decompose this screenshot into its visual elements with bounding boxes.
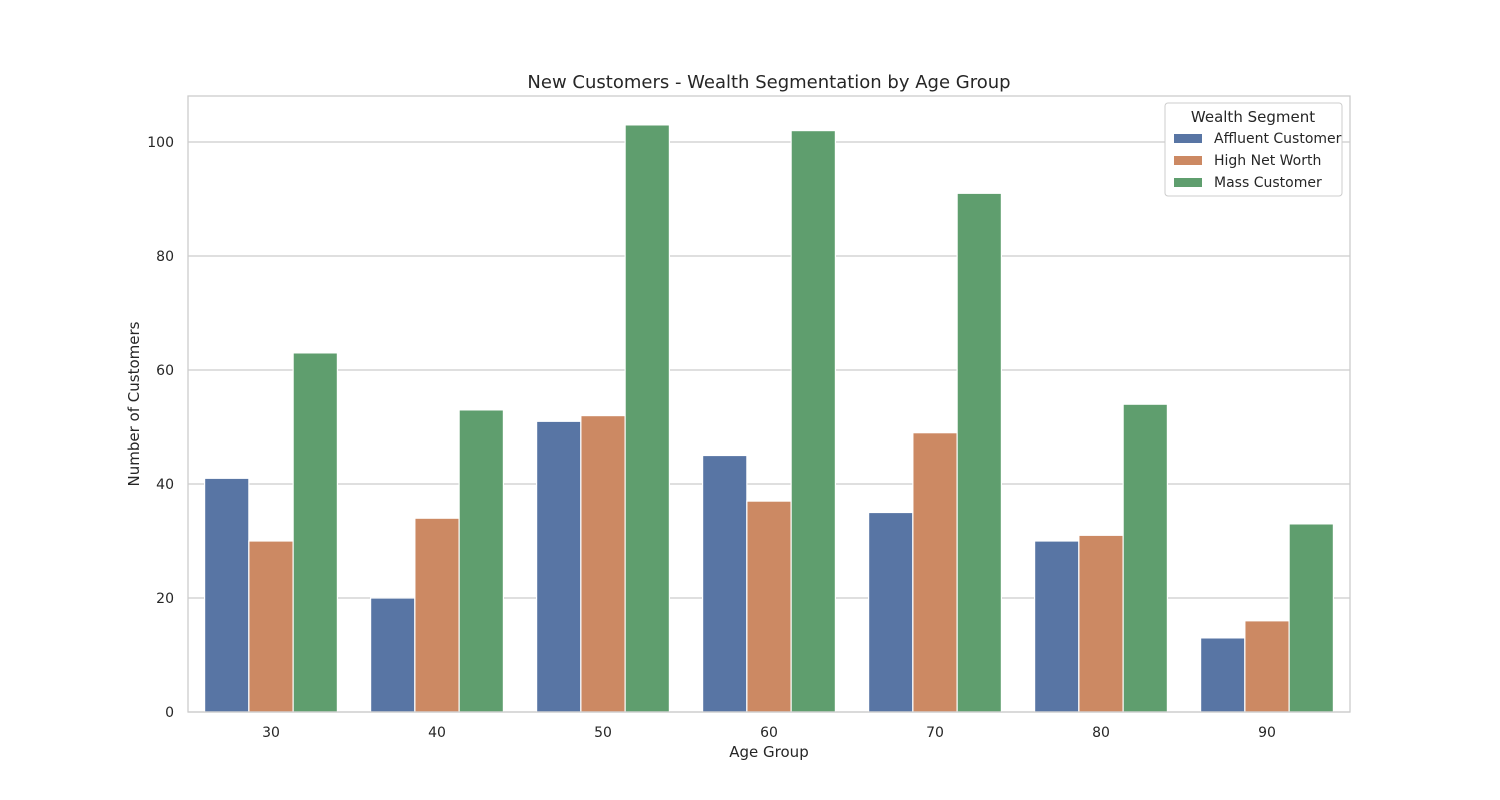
x-tick-label: 30: [262, 725, 280, 741]
bar-high-net-worth: [912, 432, 958, 713]
bar-high-net-worth: [746, 500, 792, 713]
bar-mass-customer: [458, 409, 504, 713]
legend-swatch: [1174, 156, 1202, 165]
y-tick-label: 40: [156, 477, 174, 493]
chart-title: New Customers - Wealth Segmentation by A…: [527, 72, 1010, 93]
bar-high-net-worth: [1244, 620, 1290, 713]
bar-affluent-customer: [370, 597, 416, 713]
bar-affluent-customer: [701, 454, 748, 713]
x-tick-label: 80: [1092, 725, 1110, 741]
legend-title: Wealth Segment: [1191, 108, 1315, 126]
y-tick-label: 20: [156, 591, 174, 607]
y-tick-labels: 0 20 40 60 80 100: [147, 135, 174, 721]
y-axis-label: Number of Customers: [125, 321, 143, 486]
bar-high-net-worth: [248, 540, 294, 713]
y-tick-label: 60: [156, 363, 174, 379]
x-tick-label: 40: [428, 725, 446, 741]
bar-high-net-worth: [580, 415, 626, 713]
bar-affluent-customer: [867, 511, 914, 713]
bars: [204, 124, 1334, 713]
x-tick-label: 50: [594, 725, 612, 741]
plot-frame: [187, 95, 1351, 713]
bar-affluent-customer: [1033, 540, 1080, 713]
y-tick-label: 0: [165, 705, 174, 721]
bar-mass-customer: [1122, 403, 1168, 713]
y-tick-label: 80: [156, 249, 174, 265]
bar-mass-customer: [790, 130, 837, 713]
legend-label: Affluent Customer: [1214, 131, 1342, 147]
x-tick-label: 90: [1258, 725, 1276, 741]
bar-high-net-worth: [414, 517, 460, 713]
bar-affluent-customer: [204, 477, 250, 713]
x-tick-label: 60: [760, 725, 778, 741]
x-tick-label: 70: [926, 725, 944, 741]
bar-affluent-customer: [1199, 637, 1246, 713]
bar-mass-customer: [956, 192, 1003, 713]
legend-swatch: [1174, 178, 1202, 187]
x-tick-labels: 30 40 50 60 70 80 90: [262, 725, 1276, 741]
legend-swatch: [1174, 134, 1202, 143]
bar-affluent-customer: [535, 420, 582, 713]
x-axis-label: Age Group: [729, 743, 808, 761]
legend-box: [1164, 102, 1343, 197]
bar-mass-customer: [1288, 523, 1334, 713]
y-tick-label: 100: [147, 135, 174, 151]
legend: Wealth Segment Affluent Customer High Net…: [1164, 102, 1343, 197]
legend-label: High Net Worth: [1214, 153, 1321, 169]
bar-high-net-worth: [1078, 534, 1124, 713]
legend-label: Mass Customer: [1214, 175, 1322, 191]
bar-mass-customer: [292, 352, 338, 713]
legend-items: Affluent Customer High Net Worth Mass Cust…: [1174, 131, 1342, 191]
bar-mass-customer: [624, 124, 671, 713]
